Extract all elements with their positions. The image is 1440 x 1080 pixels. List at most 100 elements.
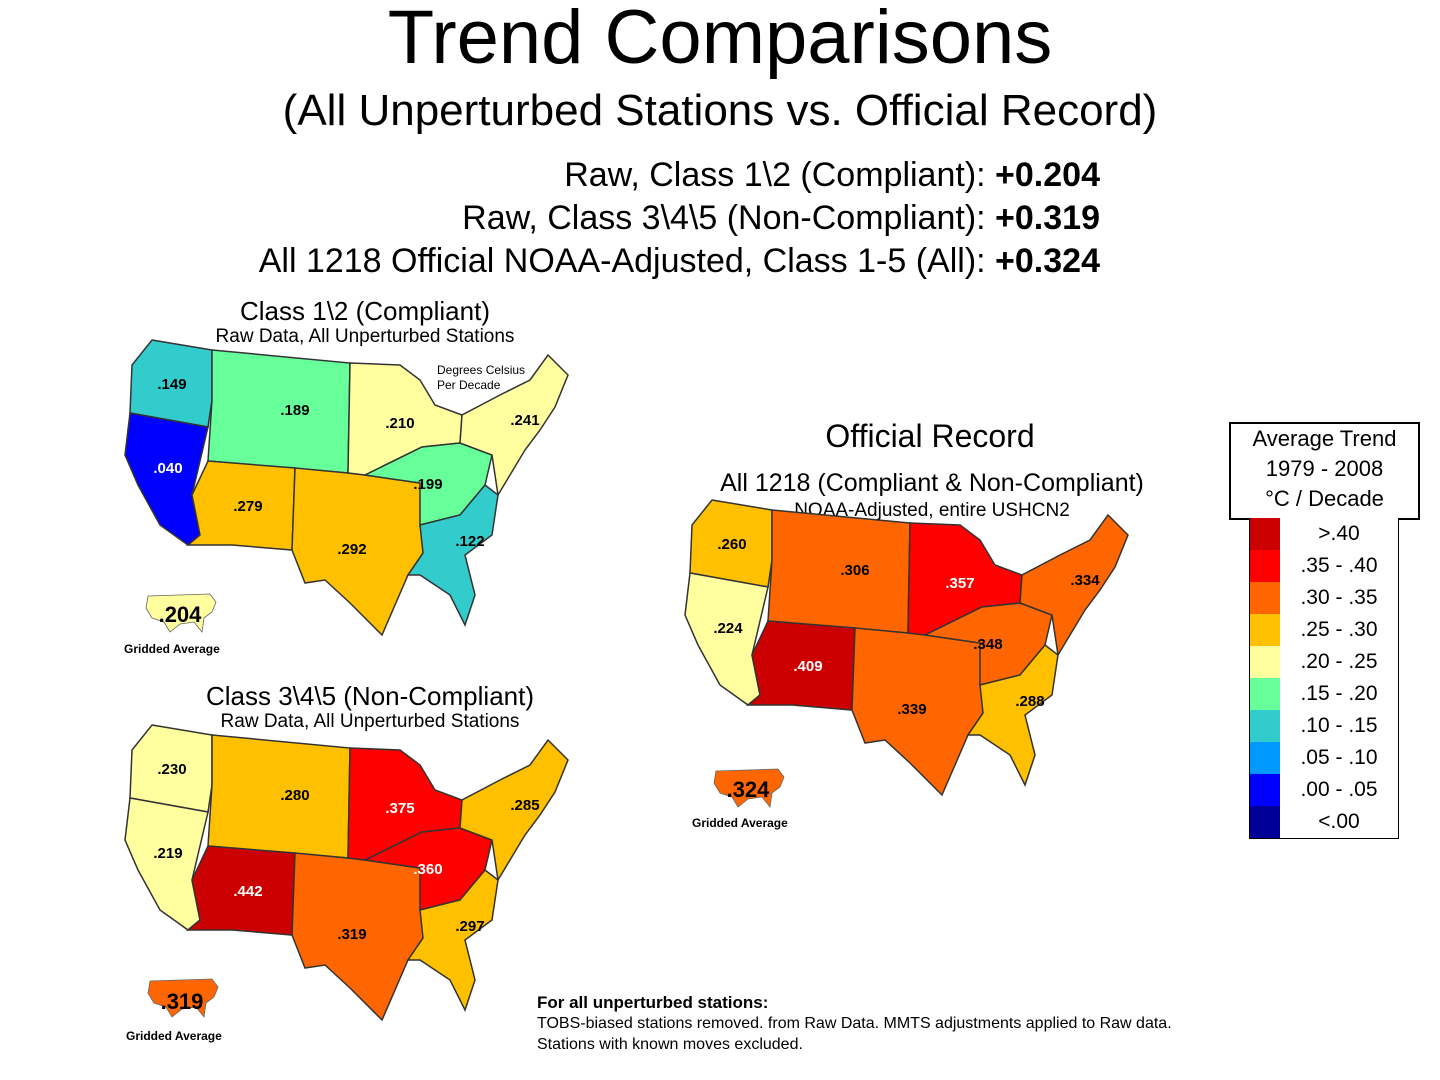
summary-value: +0.204 — [995, 156, 1100, 194]
region-northern-rockies — [207, 734, 351, 859]
legend-item: .00 - .05 — [1250, 774, 1398, 806]
legend-label: .00 - .05 — [1300, 778, 1378, 801]
gridded-map-shape — [147, 978, 219, 1018]
legend-title-line2: 1979 - 2008 — [1265, 456, 1384, 481]
legend-item: >.40 — [1250, 518, 1398, 550]
legend-item: .20 - .25 — [1250, 646, 1398, 678]
region-value-upper-midwest: .357 — [945, 575, 974, 592]
region-value-west: .219 — [153, 845, 182, 862]
legend-label: .15 - .20 — [1300, 682, 1378, 705]
compliant-us-map: .149 .040 .189 .279 .292 .210 .199 .122 .241 Deg… — [124, 339, 569, 637]
summary-row-official: All 1218 Official NOAA-Adjusted, Class 1… — [100, 241, 1100, 281]
summary-label: Raw, Class 3\4\5 (Non-Compliant): — [462, 199, 986, 237]
summary-row-compliant: Raw, Class 1\2 (Compliant): +0.204 — [100, 155, 1100, 195]
region-value-south: .339 — [897, 701, 926, 718]
legend-swatch — [1250, 710, 1280, 742]
legend-swatch — [1250, 742, 1280, 774]
official-map-title: Official Record — [825, 418, 1035, 454]
region-west — [124, 412, 209, 546]
region-value-northeast: .334 — [1070, 572, 1100, 589]
official-gridded-average: .324 — [713, 768, 785, 808]
region-southeast — [966, 643, 1059, 787]
region-northern-rockies — [207, 349, 351, 474]
legend-label: .30 - .35 — [1300, 586, 1378, 609]
gridded-value: .204 — [159, 602, 203, 627]
legend-label: .35 - .40 — [1300, 554, 1378, 577]
summary-label: All 1218 Official NOAA-Adjusted, Class 1… — [258, 242, 986, 280]
page-subtitle: (All Unperturbed Stations vs. Official R… — [282, 86, 1158, 135]
legend-item: .05 - .10 — [1250, 742, 1398, 774]
region-value-northwest: .260 — [717, 536, 746, 553]
legend-label: >.40 — [1318, 522, 1360, 545]
region-value-ohio-valley: .348 — [973, 636, 1002, 653]
official-map-subtitle: All 1218 (Compliant & Non-Compliant) — [720, 469, 1144, 497]
legend-swatch — [1250, 678, 1280, 710]
legend-label: <.00 — [1318, 810, 1360, 833]
legend-item: .15 - .20 — [1250, 678, 1398, 710]
legend-label: .25 - .30 — [1300, 618, 1378, 641]
footnote-heading: For all unperturbed stations: — [537, 993, 769, 1012]
gridded-value: .324 — [727, 777, 771, 802]
footnote: For all unperturbed stations: TOBS-biase… — [537, 992, 1337, 1055]
legend-title-line1: Average Trend — [1252, 426, 1397, 451]
region-value-northern-rockies: .189 — [280, 402, 309, 419]
legend-item: .30 - .35 — [1250, 582, 1398, 614]
region-value-ohio-valley: .360 — [413, 861, 442, 878]
legend-swatch — [1250, 582, 1280, 614]
region-value-ohio-valley: .199 — [413, 476, 442, 493]
map-note-line2: Per Decade — [437, 378, 501, 392]
compliant-map-title: Class 1\2 (Compliant) — [240, 296, 490, 326]
summary-label: Raw, Class 1\2 (Compliant): — [564, 156, 986, 194]
legend-swatch — [1250, 518, 1280, 550]
region-west — [124, 797, 209, 931]
region-value-south: .292 — [337, 541, 366, 558]
gridded-value: .319 — [161, 989, 204, 1014]
official-us-map: .260 .224 .306 .409 .339 .357 .348 .288 .334 — [684, 499, 1129, 797]
noncompliant-gridded-label: Gridded Average — [126, 1029, 222, 1043]
gridded-map-shape — [713, 768, 785, 808]
legend-item: <.00 — [1250, 806, 1398, 838]
region-value-southwest: .279 — [233, 498, 262, 515]
region-northern-rockies — [767, 509, 911, 634]
region-value-southeast: .297 — [455, 918, 484, 935]
legend-swatch — [1250, 806, 1280, 838]
region-value-southwest: .442 — [233, 883, 262, 900]
region-northeast — [459, 738, 569, 883]
region-value-southeast: .288 — [1015, 693, 1044, 710]
legend-swatch — [1250, 614, 1280, 646]
noncompliant-map-subtitle: Raw Data, All Unperturbed Stations — [220, 711, 520, 732]
map-note-line1: Degrees Celsius — [437, 363, 525, 377]
region-northeast — [1019, 513, 1129, 658]
legend-item: .35 - .40 — [1250, 550, 1398, 582]
region-value-northeast: .241 — [510, 412, 539, 429]
region-southeast — [406, 483, 499, 627]
gridded-map-shape — [145, 593, 217, 633]
legend-swatch — [1250, 646, 1280, 678]
noncompliant-gridded-average: .319 — [147, 978, 219, 1018]
region-value-northwest: .149 — [157, 376, 186, 393]
region-value-west: .040 — [153, 460, 182, 477]
region-southeast — [406, 868, 499, 1012]
region-value-northern-rockies: .306 — [840, 562, 869, 579]
legend-label: .10 - .15 — [1300, 714, 1378, 737]
legend-label: .20 - .25 — [1300, 650, 1378, 673]
compliant-gridded-label: Gridded Average — [124, 642, 220, 656]
noncompliant-us-map: .230 .219 .280 .442 .319 .375 .360 .297 .285 — [124, 724, 569, 1022]
region-value-northwest: .230 — [157, 761, 186, 778]
region-value-south: .319 — [337, 926, 366, 943]
region-value-southeast: .122 — [455, 533, 484, 550]
noncompliant-map-title: Class 3\4\5 (Non-Compliant) — [205, 681, 534, 711]
legend-title-line3: °C / Decade — [1265, 486, 1384, 511]
legend-swatch — [1250, 550, 1280, 582]
region-value-northeast: .285 — [510, 797, 539, 814]
footnote-line1: TOBS-biased stations removed. from Raw D… — [537, 1015, 1172, 1032]
region-value-southwest: .409 — [793, 658, 822, 675]
legend-item: .25 - .30 — [1250, 614, 1398, 646]
official-map-subtitle2: NOAA-Adjusted, entire USHCN2 — [794, 500, 1070, 521]
summary-row-noncompliant: Raw, Class 3\4\5 (Non-Compliant): +0.319 — [100, 198, 1100, 238]
region-northeast — [459, 353, 569, 498]
compliant-gridded-average: .204 — [145, 593, 217, 633]
region-west — [684, 572, 769, 706]
region-value-west: .224 — [713, 620, 743, 637]
legend-swatch — [1250, 774, 1280, 806]
